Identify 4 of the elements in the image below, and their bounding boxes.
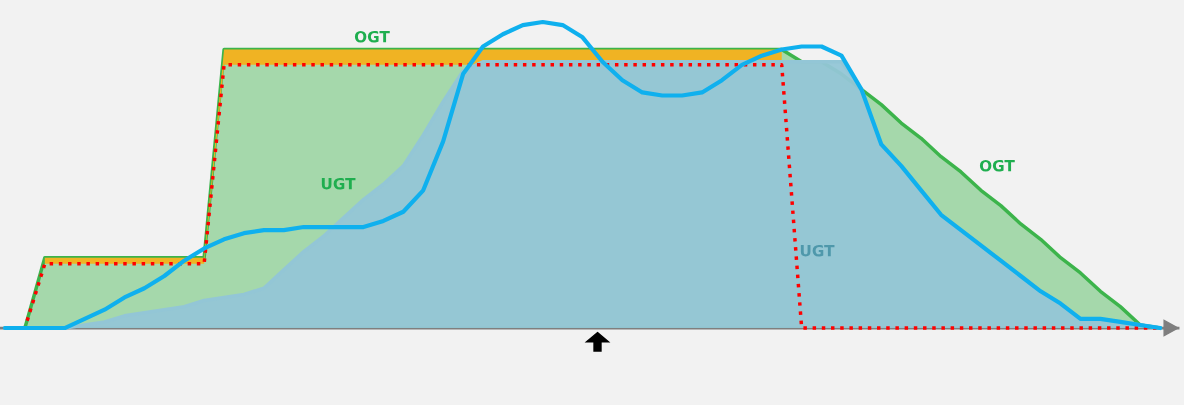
annotation: UGT (321, 177, 356, 190)
annotation: UGT (800, 244, 835, 257)
annotation: OGT (354, 30, 390, 43)
annotation: OGT (979, 159, 1015, 172)
